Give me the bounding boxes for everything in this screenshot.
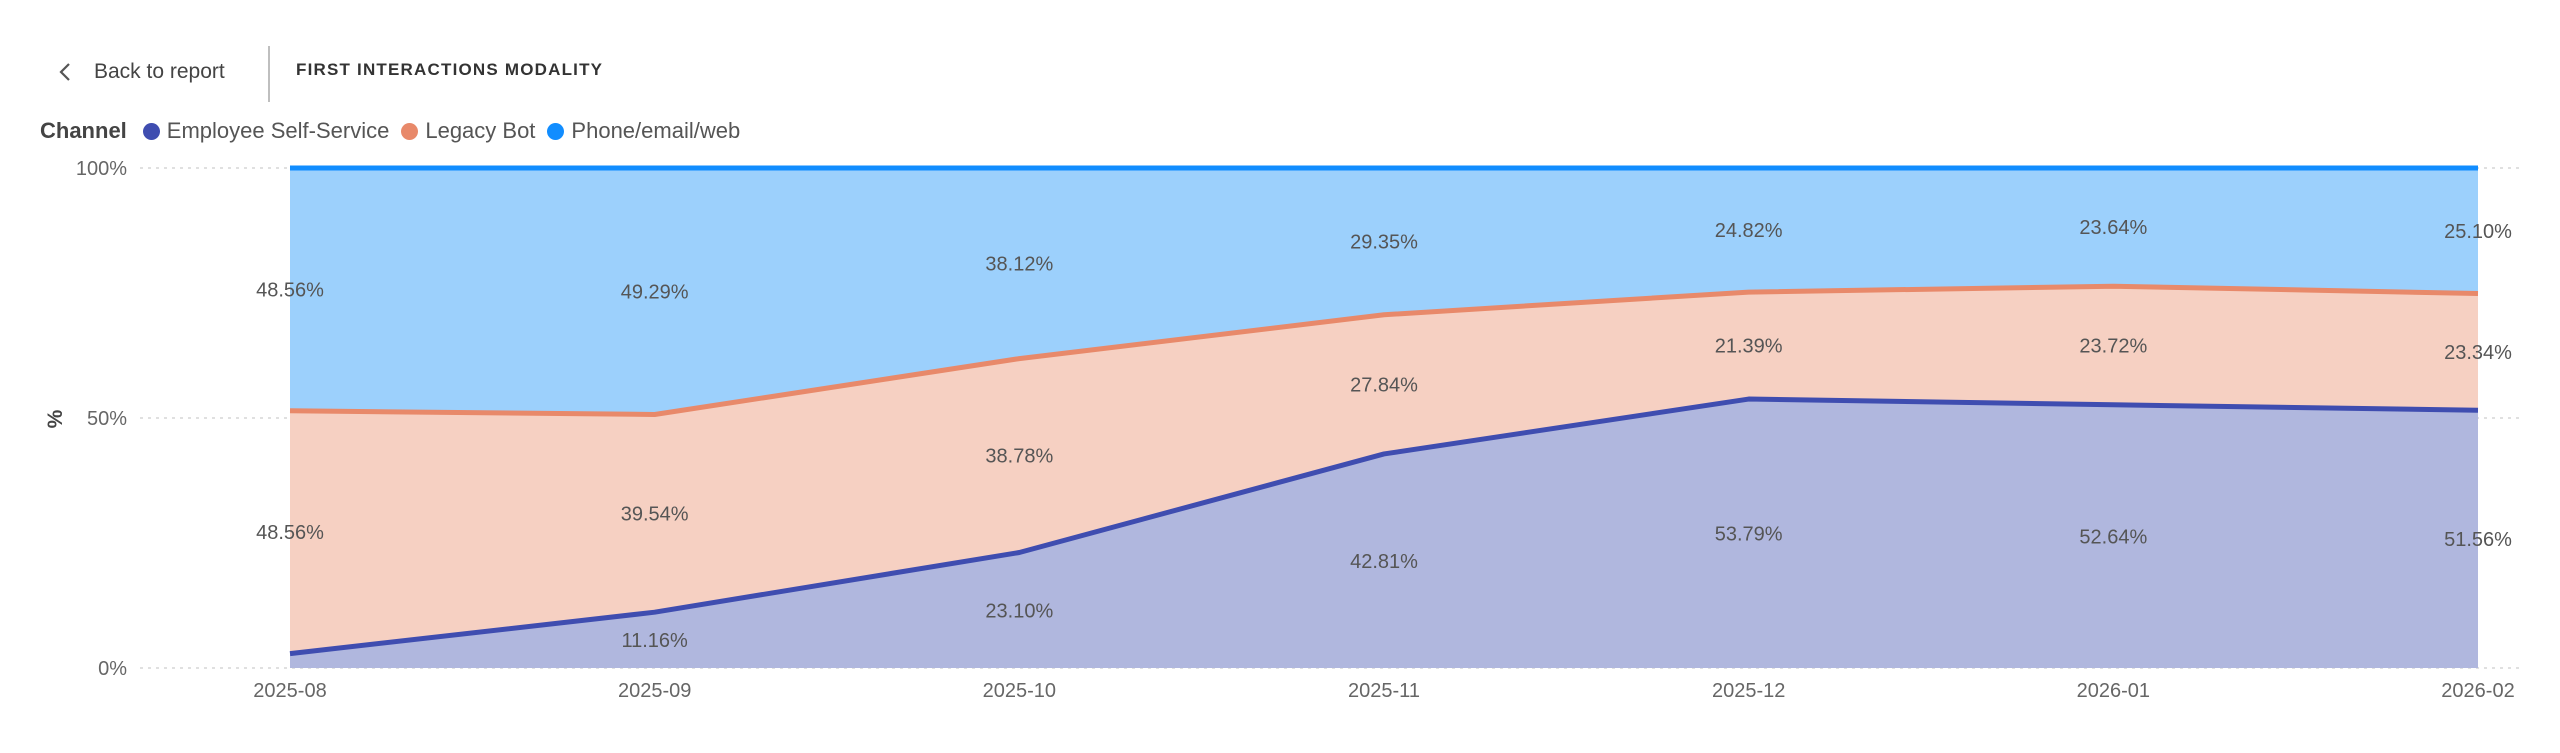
legend-title: Channel: [40, 118, 127, 143]
area-ess: [290, 399, 2478, 668]
data-label-ess: 23.10%: [985, 600, 1053, 622]
legend-item-phone[interactable]: Phone/email/web: [547, 118, 740, 144]
page-title: FIRST INTERACTIONS MODALITY: [296, 60, 604, 79]
header-divider: [268, 46, 270, 102]
y-tick-label: 100%: [76, 158, 127, 180]
legend-label-legacy-bot: Legacy Bot: [425, 118, 536, 143]
x-tick-label: 2025-10: [983, 680, 1056, 702]
data-label-phone: 38.12%: [985, 253, 1053, 275]
x-tick-label: 2025-08: [253, 680, 326, 702]
data-label-legacy-bot: 27.84%: [1350, 374, 1418, 396]
data-label-ess: 52.64%: [2079, 526, 2147, 548]
chart-legend: Channel Employee Self-Service Legacy Bot…: [40, 114, 752, 148]
legend-label-ess: Employee Self-Service: [166, 118, 390, 143]
data-label-phone: 25.10%: [2444, 221, 2512, 243]
data-label-ess: 53.79%: [1715, 524, 1783, 546]
line-legacy-bot[interactable]: [289, 283, 2479, 417]
back-to-report-button[interactable]: Back to report: [58, 52, 225, 92]
y-axis-label: %: [44, 409, 67, 428]
data-label-phone: 48.56%: [256, 279, 324, 301]
data-label-ess: 11.16%: [621, 630, 688, 652]
data-label-phone: 24.82%: [1715, 220, 1783, 242]
legend-label-phone: Phone/email/web: [571, 118, 741, 143]
x-tick-label: 2026-02: [2441, 680, 2514, 702]
data-label-legacy-bot: 39.54%: [621, 503, 689, 525]
x-tick-label: 2025-12: [1712, 680, 1785, 702]
data-label-ess: 51.56%: [2444, 529, 2512, 551]
legend-item-legacy-bot[interactable]: Legacy Bot: [401, 118, 535, 144]
area-legacy-bot: [290, 286, 2478, 654]
data-label-phone: 49.29%: [621, 281, 689, 303]
data-label-legacy-bot: 38.78%: [985, 446, 1053, 468]
legend-dot-ess: [142, 122, 160, 140]
header-bar: Back to report FIRST INTERACTIONS MODALI…: [0, 0, 2560, 110]
legend-dot-phone: [547, 122, 565, 140]
legend-dot-legacy-bot: [401, 122, 419, 140]
data-label-legacy-bot: 48.56%: [256, 522, 324, 544]
y-tick-label: 0%: [98, 658, 127, 680]
data-label-phone: 23.64%: [2079, 217, 2147, 239]
area-phone: [290, 168, 2478, 415]
back-to-report-label: Back to report: [94, 60, 225, 83]
data-label-legacy-bot: 23.34%: [2444, 342, 2512, 364]
line-ess[interactable]: [289, 396, 2479, 657]
y-tick-label: 50%: [87, 408, 127, 430]
legend-item-ess[interactable]: Employee Self-Service: [142, 118, 390, 144]
data-label-phone: 29.35%: [1350, 231, 1418, 253]
x-tick-label: 2026-01: [2077, 680, 2150, 702]
x-tick-label: 2025-11: [1348, 680, 1420, 702]
data-label-ess: 42.81%: [1350, 551, 1418, 573]
data-label-legacy-bot: 21.39%: [1715, 336, 1783, 358]
chevron-left-icon: [59, 63, 70, 81]
x-tick-label: 2025-09: [618, 680, 691, 702]
data-label-legacy-bot: 23.72%: [2079, 336, 2147, 358]
